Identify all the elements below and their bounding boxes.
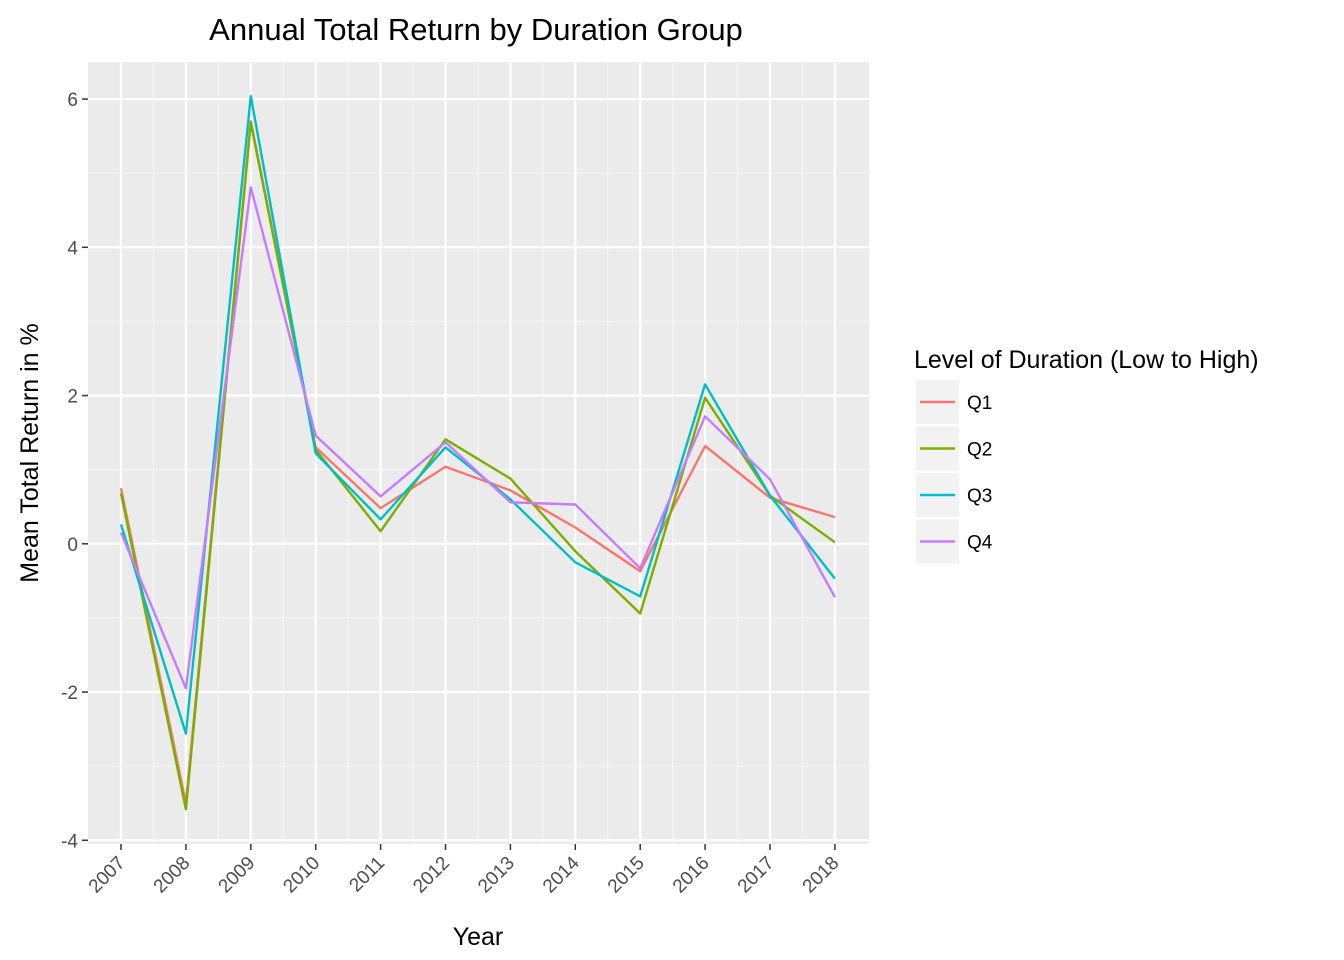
y-tick-label: -4	[61, 831, 78, 852]
y-axis-title: Mean Total Return in %	[16, 323, 44, 582]
y-tick-label: 0	[67, 535, 78, 556]
legend-label-q3: Q3	[967, 486, 992, 507]
legend: Level of Duration (Low to High) Q1 Q2 Q3 Q4	[914, 346, 1259, 564]
series-line-q4	[119, 186, 836, 690]
y-tick-label: -2	[61, 683, 78, 704]
legend-title: Level of Duration (Low to High)	[914, 346, 1259, 374]
series-lines	[119, 94, 836, 811]
legend-label-q1: Q1	[967, 393, 992, 414]
x-axis-title: Year	[453, 923, 504, 951]
y-tick-label: 6	[67, 90, 78, 111]
y-tick-label: 4	[67, 238, 78, 259]
legend-label-q4: Q4	[967, 533, 993, 554]
series-line-q2	[119, 121, 836, 811]
y-tick-label: 2	[67, 387, 78, 408]
y-axis-ticks: -4 -2 0 2 4 6	[61, 90, 88, 852]
chart-title: Annual Total Return by Duration Group	[209, 12, 743, 47]
legend-label-q2: Q2	[967, 440, 992, 461]
